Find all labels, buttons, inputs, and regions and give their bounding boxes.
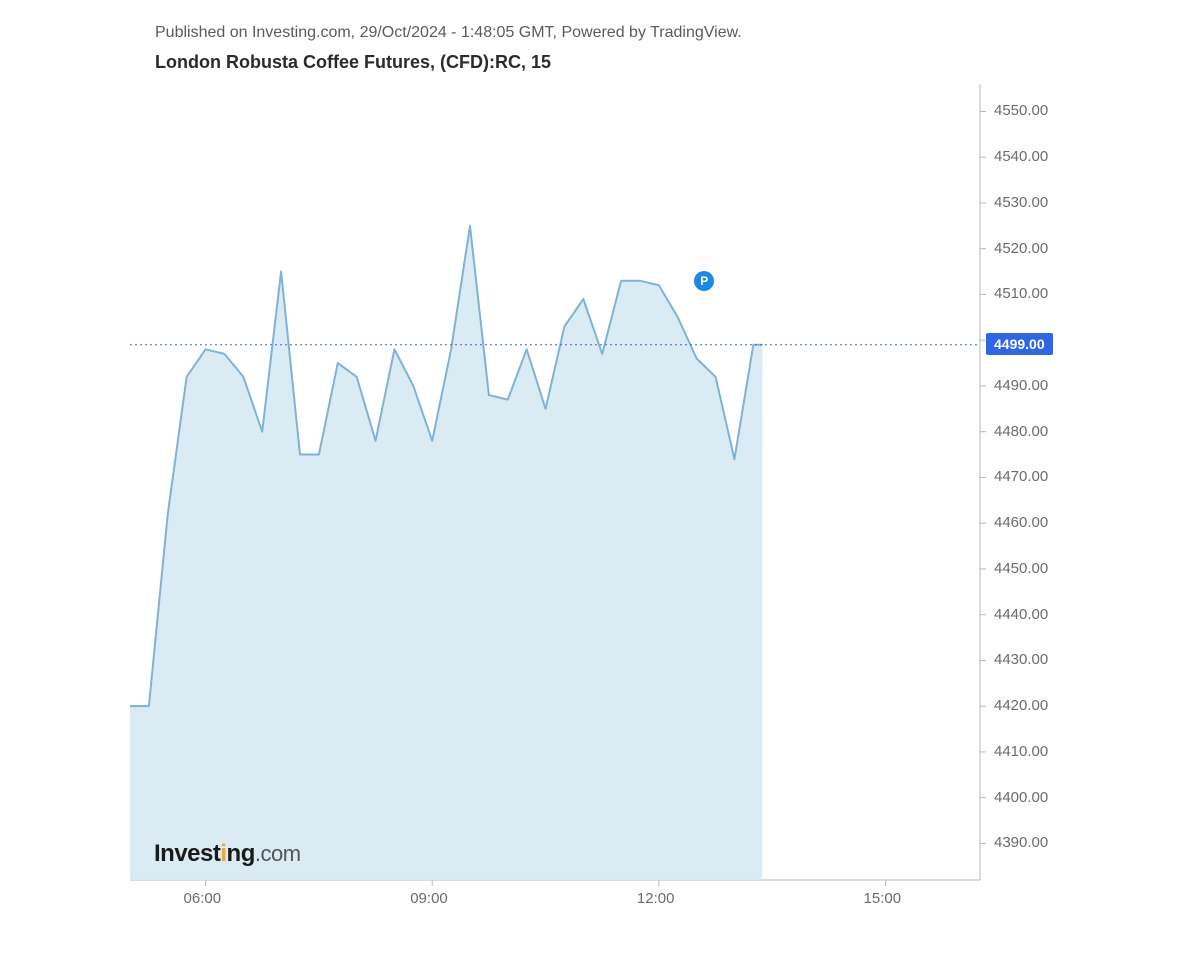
y-tick-label: 4480.00 [994, 423, 1048, 440]
published-line: Published on Investing.com, 29/Oct/2024 … [155, 24, 742, 42]
y-tick-label: 4450.00 [994, 560, 1048, 577]
y-tick-label: 4430.00 [994, 651, 1048, 668]
chart-title: London Robusta Coffee Futures, (CFD):RC,… [155, 52, 551, 73]
x-tick-label: 15:00 [864, 890, 902, 907]
y-tick-label: 4460.00 [994, 514, 1048, 531]
current-price-badge: 4499.00 [986, 333, 1053, 355]
x-tick-label: 06:00 [184, 890, 222, 907]
p-marker-icon[interactable]: P [694, 271, 714, 291]
x-tick-label: 09:00 [410, 890, 448, 907]
watermark-suffix: .com [255, 841, 301, 866]
y-tick-label: 4420.00 [994, 697, 1048, 714]
y-tick-label: 4490.00 [994, 377, 1048, 394]
y-tick-label: 4440.00 [994, 606, 1048, 623]
y-tick-label: 4390.00 [994, 834, 1048, 851]
y-tick-label: 4550.00 [994, 102, 1048, 119]
x-tick-label: 12:00 [637, 890, 675, 907]
y-tick-label: 4530.00 [994, 194, 1048, 211]
y-tick-label: 4410.00 [994, 743, 1048, 760]
chart-area[interactable]: 4550.004540.004530.004520.004510.004500.… [130, 84, 1090, 914]
y-tick-label: 4470.00 [994, 468, 1048, 485]
y-tick-label: 4400.00 [994, 789, 1048, 806]
chart-container: Published on Investing.com, 29/Oct/2024 … [0, 0, 1200, 960]
investing-watermark: Investing.com [154, 840, 301, 868]
y-tick-label: 4520.00 [994, 240, 1048, 257]
y-tick-label: 4540.00 [994, 148, 1048, 165]
price-chart-svg [130, 84, 1090, 914]
watermark-text: Investing [154, 840, 255, 867]
y-tick-label: 4510.00 [994, 285, 1048, 302]
